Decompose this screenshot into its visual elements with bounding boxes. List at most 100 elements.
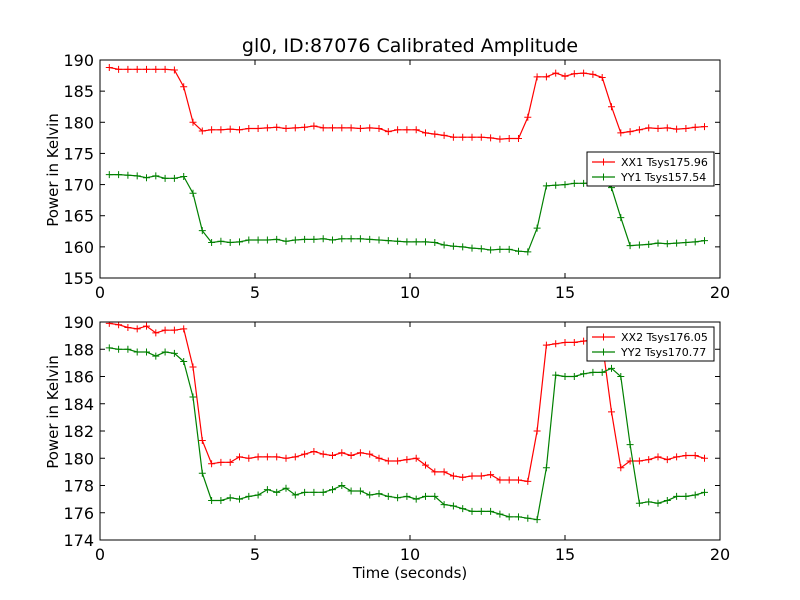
data-point xyxy=(403,238,411,246)
data-point xyxy=(226,238,234,246)
data-point xyxy=(301,235,309,243)
plot-area xyxy=(105,322,708,524)
data-point xyxy=(459,243,467,251)
data-point xyxy=(673,125,681,133)
data-point xyxy=(273,123,281,131)
data-point xyxy=(542,464,550,472)
data-point xyxy=(180,325,188,333)
data-point xyxy=(422,461,429,469)
data-point xyxy=(319,450,327,458)
data-point xyxy=(394,494,402,502)
data-point xyxy=(598,368,606,376)
data-point xyxy=(431,238,439,246)
legend-box xyxy=(586,326,715,362)
data-point xyxy=(291,453,299,461)
data-point xyxy=(431,468,439,476)
data-point xyxy=(189,118,197,126)
legend-label: XX2 Tsys176.05 xyxy=(621,331,708,344)
data-point xyxy=(552,371,560,379)
data-point xyxy=(394,126,402,134)
data-point xyxy=(208,496,216,504)
data-point xyxy=(412,454,420,462)
data-point xyxy=(496,510,504,518)
data-point xyxy=(691,238,699,246)
data-point xyxy=(347,487,355,495)
data-point xyxy=(570,70,578,78)
data-point xyxy=(263,453,271,461)
data-point xyxy=(524,514,532,522)
data-point xyxy=(319,488,327,496)
data-point xyxy=(626,242,634,250)
data-point xyxy=(701,237,708,245)
legend: XX2 Tsys176.05 YY2 Tsys170.77 xyxy=(586,326,715,362)
data-point xyxy=(654,239,662,247)
data-point xyxy=(347,452,355,460)
data-point xyxy=(468,244,476,252)
data-point xyxy=(310,122,318,130)
data-point xyxy=(645,456,653,464)
data-point xyxy=(580,69,588,77)
bottom-panel: 0 5 10 15 20 174 176 178 180 182 184 186 188 190 XX2 T… xyxy=(63,313,730,564)
data-point xyxy=(291,124,299,132)
data-point xyxy=(515,134,522,142)
data-point xyxy=(477,472,485,480)
data-point xyxy=(403,492,411,500)
data-point xyxy=(124,323,132,331)
data-point xyxy=(505,245,513,253)
top-panel: 0 5 10 15 20 155 160 165 170 175 180 185 190 XX1 Tsys… xyxy=(63,51,730,302)
axes-frame xyxy=(99,321,721,541)
data-point xyxy=(449,242,457,250)
data-point xyxy=(161,65,169,73)
data-point xyxy=(189,393,197,401)
data-point xyxy=(533,73,541,81)
y-axis-label-bottom: Power in Kelvin xyxy=(44,355,62,469)
data-point xyxy=(691,123,699,131)
legend-label: YY1 Tsys157.54 xyxy=(620,171,706,184)
x-axis-label: Time (seconds) xyxy=(352,564,468,582)
data-point xyxy=(366,450,374,458)
x-tick-label: 20 xyxy=(710,545,730,564)
data-point xyxy=(477,133,485,141)
data-point xyxy=(236,495,243,503)
data-point xyxy=(115,345,123,353)
data-point xyxy=(645,498,653,506)
legend: XX1 Tsys175.96 YY1 Tsys157.54 xyxy=(586,151,715,187)
data-point xyxy=(375,125,383,133)
data-point xyxy=(152,329,160,337)
data-point xyxy=(654,125,662,133)
data-point xyxy=(580,179,588,187)
data-point xyxy=(580,370,588,378)
data-point xyxy=(263,124,271,132)
data-point xyxy=(617,464,625,472)
data-point xyxy=(282,484,290,492)
x-tick-label: 0 xyxy=(95,545,105,564)
data-point xyxy=(524,477,532,485)
data-point xyxy=(505,134,513,142)
data-point xyxy=(356,125,364,133)
data-point xyxy=(598,73,606,81)
data-point xyxy=(384,457,392,465)
data-point xyxy=(663,240,671,248)
data-point xyxy=(440,468,448,476)
data-point xyxy=(105,63,113,71)
data-point xyxy=(189,189,197,197)
data-point xyxy=(570,373,578,380)
y-tick-label: 174 xyxy=(63,531,94,550)
data-point xyxy=(552,69,560,77)
data-point xyxy=(561,181,569,189)
data-point xyxy=(459,505,467,513)
data-point xyxy=(161,326,169,334)
data-point xyxy=(226,494,234,502)
data-point xyxy=(245,492,253,500)
data-point xyxy=(412,238,420,246)
data-point xyxy=(263,486,271,494)
data-point xyxy=(468,133,476,141)
data-point xyxy=(273,453,281,461)
data-point xyxy=(496,245,504,253)
data-point xyxy=(347,124,355,132)
data-point xyxy=(449,502,457,510)
data-point xyxy=(617,373,625,380)
data-point xyxy=(608,364,615,372)
data-point xyxy=(226,458,234,466)
data-point xyxy=(663,124,671,132)
